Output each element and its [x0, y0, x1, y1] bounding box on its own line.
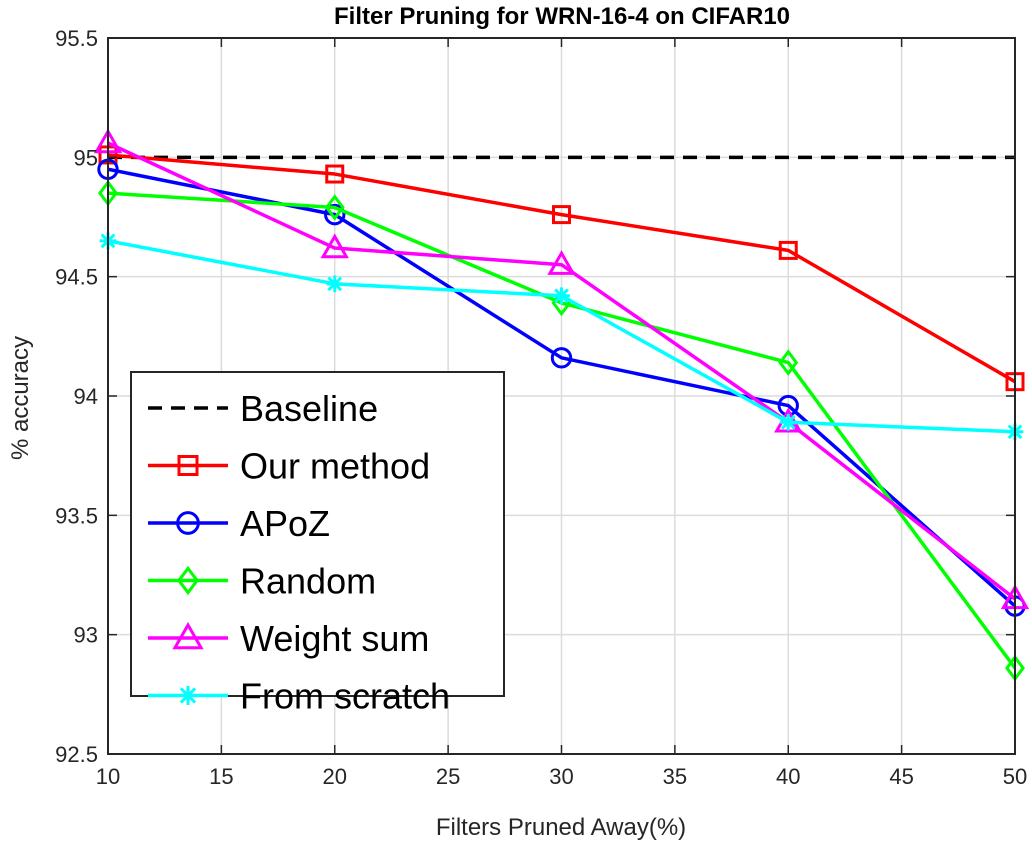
data-point-our-method — [552, 205, 571, 225]
y-tick-label: 95 — [74, 145, 98, 170]
y-tick-label: 94 — [74, 384, 98, 409]
series-line-weight-sum — [107, 141, 1017, 601]
legend-label-baseline: Baseline — [240, 388, 378, 429]
legend-label-our-method: Our method — [240, 446, 430, 487]
x-tick-label: 20 — [323, 764, 347, 789]
legend-label-from-scratch: From scratch — [240, 676, 450, 717]
legend-marker-from-scratch — [178, 686, 198, 705]
series-line-apoz — [107, 167, 1017, 608]
asterisk-stroke — [327, 276, 343, 292]
legend-item-baseline: Baseline — [148, 388, 378, 429]
legend-box — [130, 371, 505, 697]
data-point-from-scratch — [326, 275, 344, 293]
asterisk-stroke — [780, 414, 796, 430]
data-point-from-scratch — [779, 413, 797, 431]
x-tick-label: 30 — [549, 764, 573, 789]
y-tick-label: 93.5 — [55, 503, 98, 528]
data-point-weight-sum — [320, 233, 349, 259]
legend-item-apoz: APoZ — [148, 503, 330, 544]
data-point-random — [778, 349, 799, 376]
legend-item-random: Random — [148, 561, 376, 602]
legend-marker-weight-sum — [172, 621, 204, 650]
legend-item-weight-sum: Weight sum — [148, 618, 429, 659]
y-axis-title: % accuracy — [7, 336, 34, 460]
legend-marker-apoz — [176, 511, 200, 535]
y-tick-label: 94.5 — [55, 265, 98, 290]
legend-item-from-scratch: From scratch — [148, 676, 450, 717]
ticks: 10 15 20 25 30 35 40 45 50 92.5 93 93.5 94 94.5 95 95.5 — [55, 26, 1027, 789]
data-point-random — [324, 194, 345, 221]
x-tick-label: 35 — [663, 764, 687, 789]
chart-title: Filter Pruning for WRN-16-4 on CIFAR10 — [334, 3, 790, 30]
legend: Baseline Our method APoZ Random Weight sum Fr… — [130, 371, 505, 717]
data-point-our-method — [778, 240, 798, 260]
legend-marker-random — [177, 565, 199, 596]
series-line-our-method — [107, 153, 1016, 384]
legend-item-our-method: Our method — [148, 446, 430, 487]
legend-label-weight-sum: Weight sum — [240, 618, 429, 659]
data-point-from-scratch — [553, 287, 570, 305]
x-tick-label: 10 — [96, 764, 120, 789]
x-tick-label: 50 — [1003, 764, 1027, 789]
y-tick-label: 92.5 — [55, 742, 98, 767]
data-point-apoz — [550, 347, 573, 369]
series-layer — [93, 128, 1030, 682]
asterisk-stroke — [554, 288, 569, 304]
legend-marker-our-method — [177, 455, 199, 476]
legend-label-apoz: APoZ — [240, 503, 330, 544]
asterisk-stroke — [179, 687, 197, 704]
x-tick-label: 45 — [889, 764, 913, 789]
x-tick-label: 40 — [776, 764, 800, 789]
data-point-our-method — [325, 164, 345, 184]
x-tick-label: 15 — [209, 764, 233, 789]
data-point-apoz — [324, 203, 346, 226]
data-point-weight-sum — [547, 250, 576, 275]
x-axis-title: Filters Pruned Away(%) — [436, 814, 686, 841]
legend-label-random: Random — [240, 561, 376, 602]
x-tick-label: 25 — [436, 764, 460, 789]
y-tick-label: 93 — [74, 623, 98, 648]
y-tick-label: 95.5 — [55, 26, 98, 51]
